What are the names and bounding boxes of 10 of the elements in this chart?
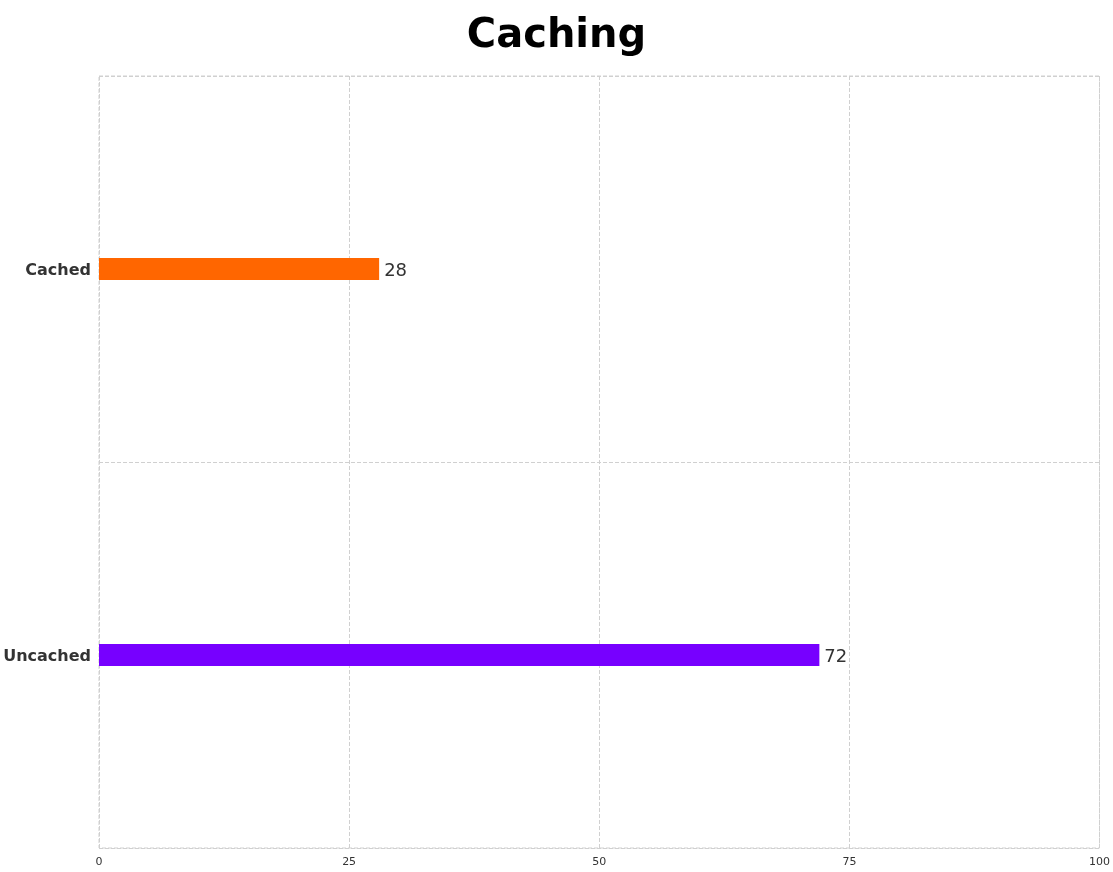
- chart-title: Caching: [466, 10, 647, 56]
- y-tick-label: Cached: [25, 259, 91, 279]
- x-tick-label: 25: [342, 855, 357, 868]
- data-label: 72: [824, 644, 848, 666]
- x-tick-label: 100: [1089, 855, 1110, 868]
- y-tick-label: Uncached: [3, 645, 91, 665]
- data-label: 28: [384, 258, 408, 280]
- x-tick-label: 50: [592, 855, 607, 868]
- x-tick-label: 75: [842, 855, 857, 868]
- x-tick-label: 0: [95, 855, 103, 868]
